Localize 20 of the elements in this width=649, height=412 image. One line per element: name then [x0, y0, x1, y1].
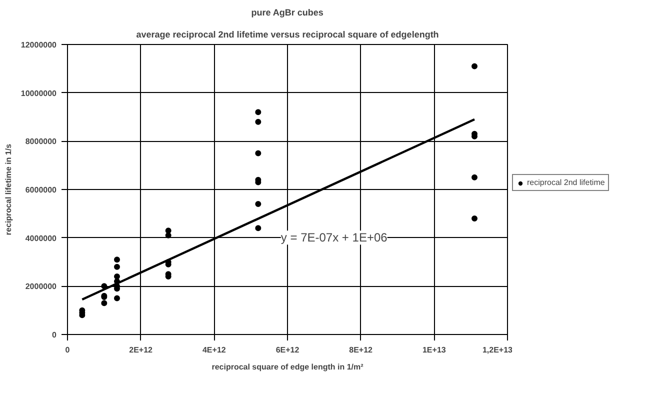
y-tick-label: 0 — [52, 330, 58, 340]
y-tick-label: 2000000 — [25, 282, 58, 292]
x-tick-label: 4E+12 — [202, 346, 226, 354]
x-tick-label: 8E+12 — [349, 346, 374, 354]
x-tick-label: 0 — [65, 346, 70, 354]
annotation: y = 7E-07x + 1E+06 — [280, 230, 388, 245]
y-tick-label: 10000000 — [20, 88, 58, 98]
legend-label: reciprocal 2nd lifetime — [527, 178, 605, 187]
chart-subtitle: average reciprocal 2nd lifetime versus reciprocal square of edgelength — [136, 30, 439, 40]
x-tick-label: 2E+12 — [129, 346, 154, 354]
x-axis-title: reciprocal square of edge length in 1/m² — [212, 362, 364, 372]
y-tick-label: 6000000 — [25, 186, 58, 194]
y-tick-label: 8000000 — [25, 137, 58, 146]
x-tick-label: 1E+13 — [422, 346, 446, 354]
x-tick-label: 6E+12 — [276, 346, 300, 354]
y-tick-label: 12000000 — [20, 40, 58, 50]
y-tick-label: 4000000 — [25, 234, 58, 243]
y-axis-title: reciprocal lifetime in 1/s — [4, 143, 13, 236]
chart-title: pure AgBr cubes — [251, 8, 324, 18]
x-tick-label: 1,2E+13 — [482, 346, 514, 354]
